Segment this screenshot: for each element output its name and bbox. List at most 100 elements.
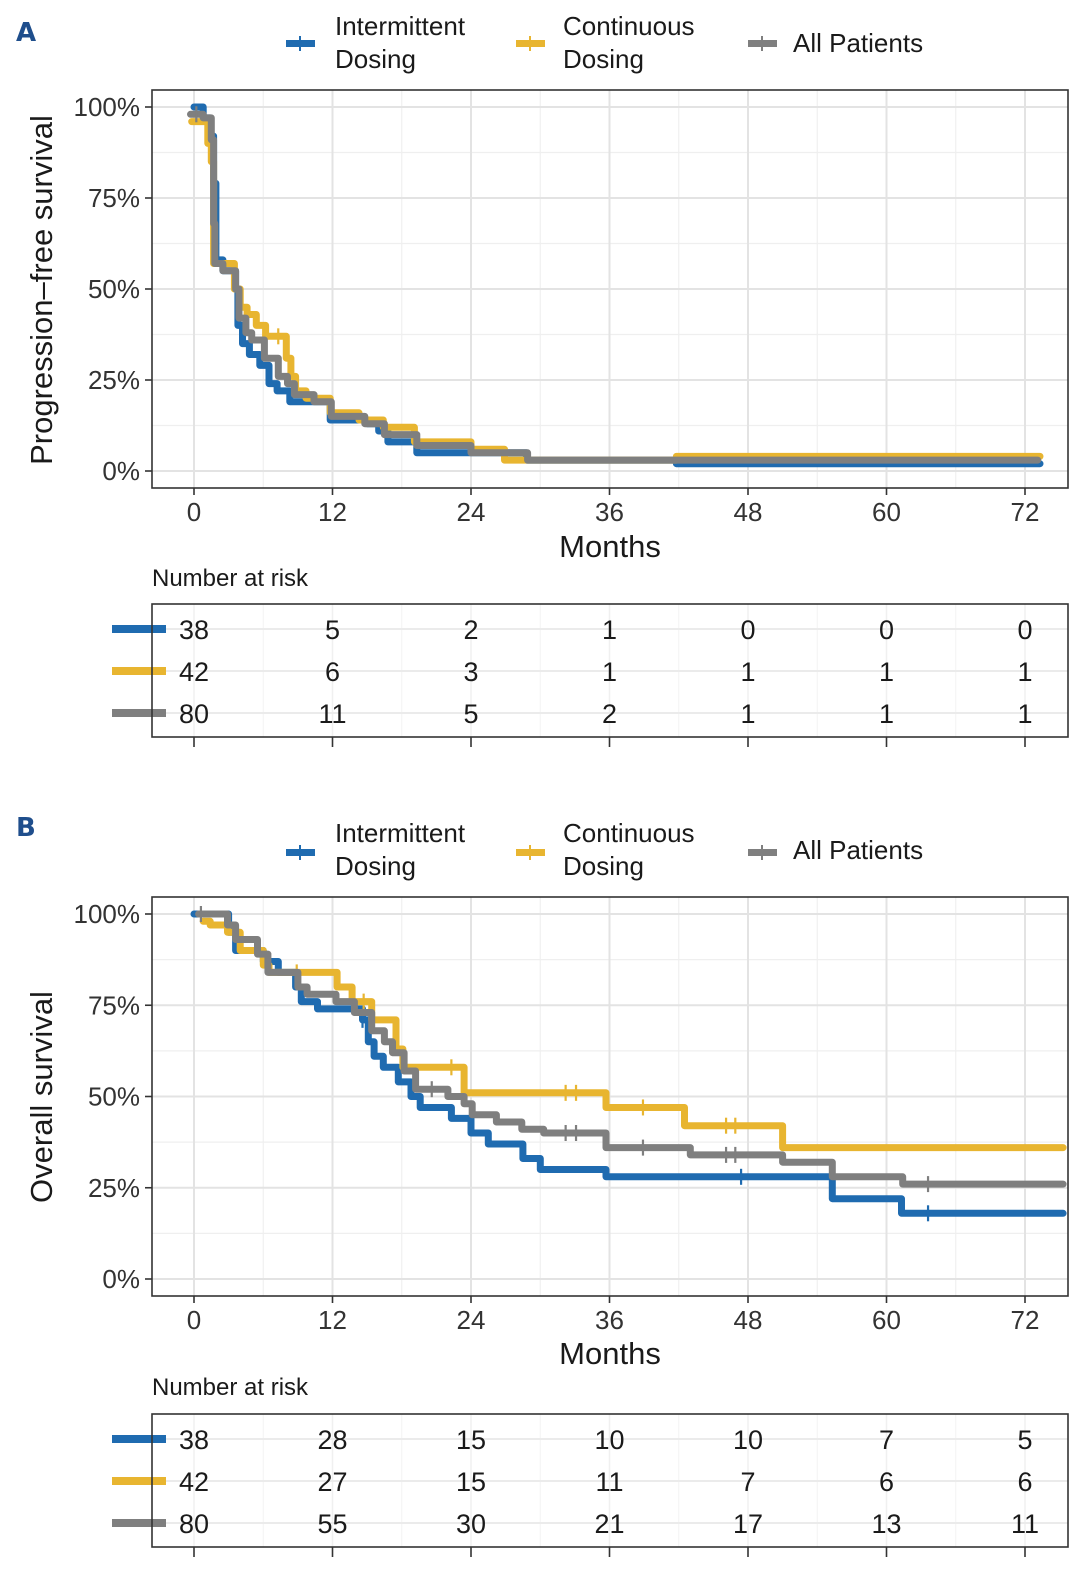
risk-row-swatch-intermittent <box>112 625 166 633</box>
risk-table-title: Number at risk <box>152 565 309 592</box>
km-curve-intermittent <box>190 103 1044 468</box>
risk-count: 28 <box>317 1425 347 1455</box>
legend-item-intermittent: Intermittent Dosing <box>286 11 466 74</box>
x-tick-label: 60 <box>872 497 901 527</box>
risk-count: 38 <box>179 615 209 645</box>
risk-count: 55 <box>317 1509 347 1539</box>
x-tick-label: 48 <box>734 497 763 527</box>
risk-count: 6 <box>1017 1467 1032 1497</box>
legend-item-intermittent: Intermittent Dosing <box>286 818 466 881</box>
x-tick-label: 48 <box>734 1305 763 1335</box>
x-tick-label: 0 <box>187 497 201 527</box>
risk-count: 15 <box>456 1467 486 1497</box>
risk-count: 42 <box>179 657 209 687</box>
risk-row-swatch-intermittent <box>112 1435 166 1443</box>
x-tick-label: 72 <box>1011 1305 1040 1335</box>
risk-count: 7 <box>740 1467 755 1497</box>
legend-label: Dosing <box>563 44 644 74</box>
risk-count: 11 <box>318 699 346 729</box>
risk-count: 5 <box>1017 1425 1032 1455</box>
legend-label: All Patients <box>793 835 923 865</box>
legend-b: Intermittent Dosing Continuous Dosing Al… <box>286 818 923 881</box>
y-tick-label: 100% <box>74 899 141 929</box>
legend-label: Intermittent <box>335 818 466 848</box>
risk-count: 2 <box>602 699 617 729</box>
risk-count: 1 <box>1017 657 1032 687</box>
x-tick-label: 36 <box>595 497 624 527</box>
y-tick-label: 50% <box>88 274 140 304</box>
panel-a: A Intermittent Dosing Continuous Dosing … <box>16 11 1069 747</box>
risk-count: 80 <box>179 699 209 729</box>
risk-count: 11 <box>1011 1509 1039 1539</box>
risk-count: 1 <box>602 657 617 687</box>
legend-label: Dosing <box>335 851 416 881</box>
risk-count: 11 <box>595 1467 623 1497</box>
x-axis-title: Months <box>559 1336 661 1371</box>
risk-count: 30 <box>456 1509 486 1539</box>
risk-table-border <box>151 603 1069 738</box>
risk-table-a: 38 5 2 1 0 0 042 6 3 1 1 1 180 11 5 2 1 1 1 <box>112 603 1069 747</box>
panel-letter-b: B <box>16 813 36 843</box>
risk-count: 6 <box>879 1467 894 1497</box>
risk-row-swatch-continuous <box>112 667 166 675</box>
legend-censor-mark <box>299 845 301 860</box>
y-tick-label: 0% <box>102 1264 140 1294</box>
risk-count: 38 <box>179 1425 209 1455</box>
x-tick-label: 12 <box>318 497 347 527</box>
risk-count: 3 <box>463 657 478 687</box>
y-tick-label: 25% <box>88 1173 140 1203</box>
risk-count: 5 <box>463 699 478 729</box>
risk-count: 21 <box>594 1509 624 1539</box>
x-tick-label: 24 <box>457 1305 486 1335</box>
km-curve-intermittent <box>190 910 1067 1217</box>
legend-item-continuous: Continuous Dosing <box>516 11 695 74</box>
risk-count: 1 <box>602 615 617 645</box>
legend-label: Dosing <box>563 851 644 881</box>
panel-letter-a: A <box>16 18 36 48</box>
legend-censor-mark <box>299 36 301 51</box>
risk-count: 0 <box>740 615 755 645</box>
y-axis-title: Overall survival <box>24 991 59 1203</box>
risk-count: 0 <box>879 615 894 645</box>
risk-table-border <box>151 1413 1069 1548</box>
legend-censor-mark <box>529 36 531 51</box>
risk-count: 13 <box>871 1509 901 1539</box>
y-tick-label: 25% <box>88 365 140 395</box>
legend-a: Intermittent Dosing Continuous Dosing Al… <box>286 11 923 74</box>
legend-censor-mark <box>761 845 763 860</box>
legend-label: Dosing <box>335 44 416 74</box>
y-tick-label: 75% <box>88 183 140 213</box>
risk-count: 10 <box>594 1425 624 1455</box>
risk-count: 2 <box>463 615 478 645</box>
risk-count: 1 <box>879 657 894 687</box>
x-tick-label: 60 <box>872 1305 901 1335</box>
km-curve-continuous <box>188 118 1044 464</box>
risk-row-swatch-continuous <box>112 1477 166 1485</box>
risk-count: 7 <box>879 1425 894 1455</box>
x-tick-label: 24 <box>457 497 486 527</box>
risk-count: 5 <box>325 615 340 645</box>
x-tick-label: 72 <box>1011 497 1040 527</box>
y-tick-label: 75% <box>88 990 140 1020</box>
risk-count: 10 <box>733 1425 763 1455</box>
risk-count: 1 <box>740 699 755 729</box>
legend-label: Continuous <box>563 818 695 848</box>
risk-count: 0 <box>1017 615 1032 645</box>
plot-area-b: 0% 25% 50% 75% 100% 0 12 24 36 48 60 72 <box>74 896 1069 1335</box>
risk-count: 1 <box>879 699 894 729</box>
legend-item-all-patients: All Patients <box>748 835 923 865</box>
km-curve-all <box>195 910 1067 1188</box>
legend-label: All Patients <box>793 28 923 58</box>
risk-count: 42 <box>179 1467 209 1497</box>
y-tick-label: 0% <box>102 456 140 486</box>
y-axis-title: Progression–free survival <box>24 115 59 465</box>
risk-row-swatch-all <box>112 709 166 717</box>
legend-label: Continuous <box>563 11 695 41</box>
risk-count: 15 <box>456 1425 486 1455</box>
panel-b: B Intermittent Dosing Continuous Dosing … <box>16 813 1069 1557</box>
risk-table-b: 38 28 15 10 10 7 5 42 27 15 11 7 6 6 80 55 30 21 17 13 11 <box>112 1413 1069 1557</box>
risk-count: 1 <box>1017 699 1032 729</box>
risk-count: 6 <box>325 657 340 687</box>
legend-item-all-patients: All Patients <box>748 28 923 58</box>
